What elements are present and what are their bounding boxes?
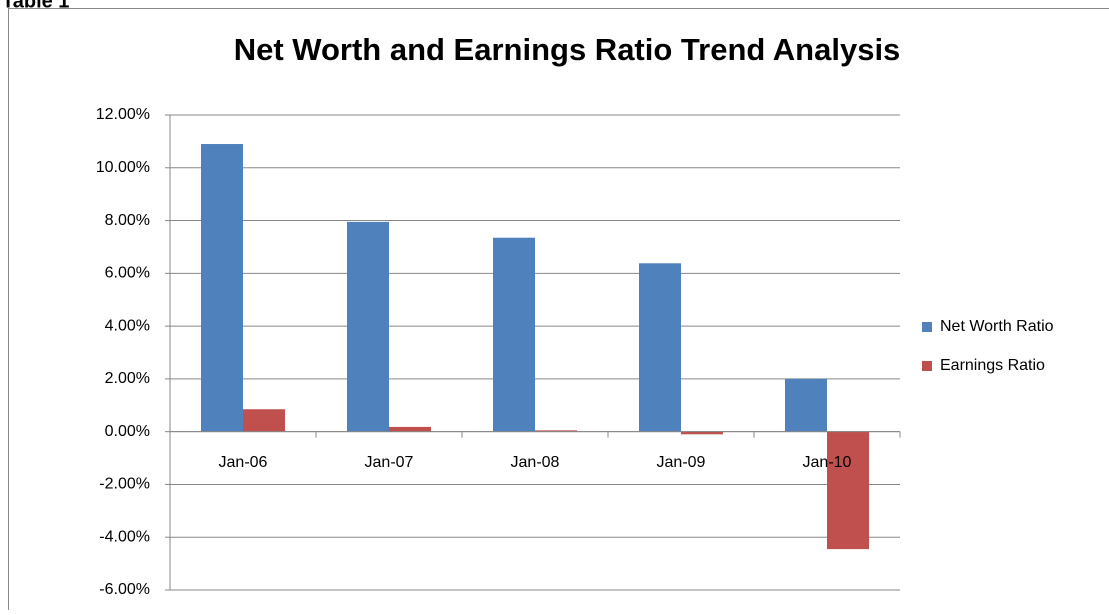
bar xyxy=(785,379,827,432)
x-tick-label: Jan-06 xyxy=(219,454,268,471)
caption: Table 1 xyxy=(2,0,69,12)
y-tick-label: -2.00% xyxy=(99,476,150,493)
legend-swatch xyxy=(922,361,932,371)
y-tick-label: 8.00% xyxy=(105,212,150,229)
chart-border xyxy=(9,9,1109,611)
legend-label: Net Worth Ratio xyxy=(940,318,1054,335)
y-tick-label: 12.00% xyxy=(96,106,150,123)
x-tick-label: Jan-08 xyxy=(511,454,560,471)
y-tick-label: 6.00% xyxy=(105,265,150,282)
y-tick-label: 10.00% xyxy=(96,159,150,176)
y-tick-label: -6.00% xyxy=(99,581,150,598)
bar xyxy=(639,263,681,431)
y-tick-label: 4.00% xyxy=(105,317,150,334)
bar xyxy=(243,409,285,431)
x-tick-label: Jan-10 xyxy=(803,454,852,471)
y-tick-label: -4.00% xyxy=(99,528,150,545)
bar xyxy=(389,427,431,432)
chart-title: Net Worth and Earnings Ratio Trend Analy… xyxy=(234,32,901,67)
bar xyxy=(347,222,389,432)
y-tick-label: 2.00% xyxy=(105,370,150,387)
y-tick-label: 0.00% xyxy=(105,423,150,440)
x-tick-label: Jan-07 xyxy=(365,454,414,471)
bar xyxy=(201,144,243,432)
legend-swatch xyxy=(922,322,932,332)
legend-label: Earnings Ratio xyxy=(940,357,1045,374)
bar xyxy=(493,238,535,432)
bar xyxy=(827,432,869,549)
x-tick-label: Jan-09 xyxy=(657,454,706,471)
